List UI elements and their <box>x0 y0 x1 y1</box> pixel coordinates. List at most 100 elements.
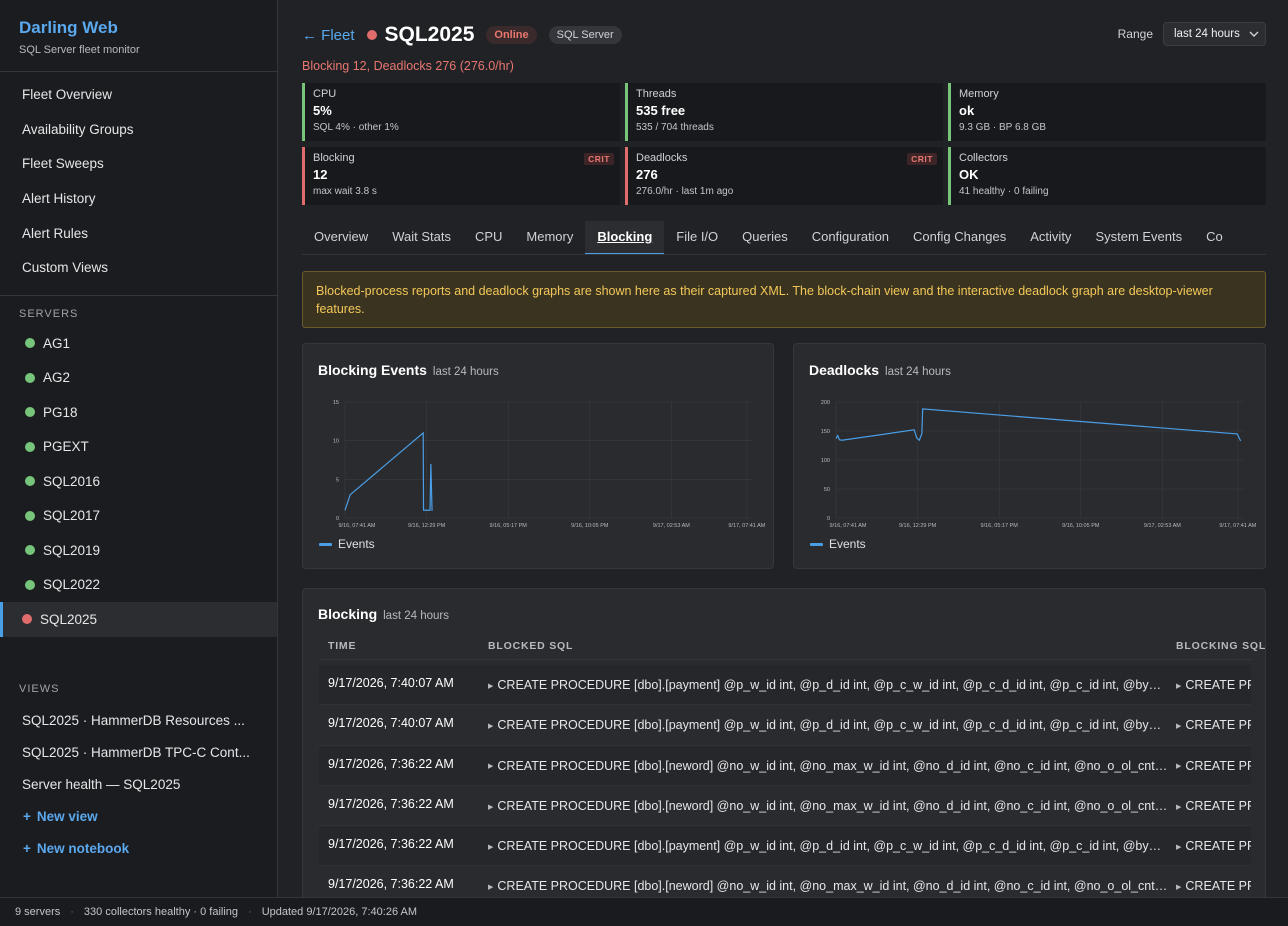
tab-co[interactable]: Co <box>1206 229 1223 244</box>
status-dot-icon <box>366 30 377 40</box>
table-row[interactable]: 9/17/2026, 7:40:07 AM ▶ CREATE PROCEDURE [… <box>319 665 1251 706</box>
tab-wait-stats[interactable]: Wait Stats <box>392 229 451 244</box>
metric-card-memory: Memory ok 9.3 GB · BP 6.8 GB <box>948 83 1266 141</box>
tab-configuration[interactable]: Configuration <box>811 229 890 244</box>
table-header: TIME BLOCKED SQL BLOCKING SQL <box>319 640 1265 660</box>
server-item-ag1[interactable]: AG1 <box>0 326 277 361</box>
servers-section-title: SERVERS <box>19 308 79 320</box>
metric-detail: 41 healthy · 0 failing <box>959 186 1049 197</box>
server-item-sql2017[interactable]: SQL2017 <box>0 499 277 534</box>
metric-detail: SQL 4% · other 1% <box>313 122 399 133</box>
x-tick-label: 9/17, 02:53 AM <box>1144 523 1181 529</box>
blocking-table-card: Blocking last 24 hours TIME BLOCKED SQL B… <box>302 588 1266 897</box>
info-banner: Blocked-process reports and deadlock gra… <box>302 271 1266 328</box>
cell-blocking-sql[interactable]: ▶ CREATE PR <box>1176 839 1251 853</box>
separator: · <box>70 906 74 918</box>
metric-card-blocking: Blocking 12 max wait 3.8 s CRIT <box>302 147 620 205</box>
column-header-blocked-sql[interactable]: BLOCKED SQL <box>488 640 574 652</box>
metric-card-collectors: Collectors OK 41 healthy · 0 failing <box>948 147 1266 205</box>
tab-overview[interactable]: Overview <box>314 229 369 244</box>
chart-range: last 24 hours <box>432 366 499 378</box>
server-name-label: PGEXT <box>43 439 89 455</box>
tab-memory[interactable]: Memory <box>526 229 574 244</box>
server-item-ag2[interactable]: AG2 <box>0 361 277 396</box>
tab-config-changes[interactable]: Config Changes <box>913 229 1007 244</box>
tab-queries[interactable]: Queries <box>742 229 788 244</box>
table-row[interactable]: 9/17/2026, 7:40:07 AM ▶ CREATE PROCEDURE [… <box>319 705 1251 746</box>
table-row[interactable]: 9/17/2026, 7:36:22 AM ▶ CREATE PROCEDURE [… <box>319 866 1251 897</box>
server-item-sql2025[interactable]: SQL2025 <box>0 602 277 637</box>
table-row[interactable]: 9/17/2026, 7:36:22 AM ▶ CREATE PROCEDURE [… <box>319 826 1251 867</box>
back-to-fleet-link[interactable]: ← Fleet <box>302 26 355 44</box>
cell-blocking-sql[interactable]: ▶ CREATE PR <box>1176 799 1251 813</box>
nav-custom-views[interactable]: Custom Views <box>22 260 109 276</box>
cell-blocking-sql[interactable]: ▶ CREATE PR <box>1176 718 1251 732</box>
cell-blocked-sql[interactable]: ▶ CREATE PROCEDURE [dbo].[neword] @no_w_i… <box>488 879 1168 893</box>
plus-icon: + <box>23 840 31 856</box>
cell-blocked-sql[interactable]: ▶ CREATE PROCEDURE [dbo].[neword] @no_w_i… <box>488 799 1168 813</box>
range-select[interactable]: last 24 hours <box>1163 22 1266 46</box>
cell-blocking-sql[interactable]: ▶ CREATE PR <box>1176 678 1251 692</box>
tab-blocking[interactable]: Blocking <box>585 221 665 254</box>
metric-label: Blocking <box>313 152 355 164</box>
metric-detail: 9.3 GB · BP 6.8 GB <box>959 122 1047 133</box>
tab-system-events[interactable]: System Events <box>1095 229 1183 244</box>
tab-file-i-o[interactable]: File I/O <box>676 229 719 244</box>
cell-blocked-sql[interactable]: ▶ CREATE PROCEDURE [dbo].[payment] @p_w_i… <box>488 839 1168 853</box>
tab-activity[interactable]: Activity <box>1030 229 1072 244</box>
x-tick-label: 9/17, 07:41 AM <box>728 523 765 529</box>
brand-title[interactable]: Darling Web <box>19 18 118 37</box>
metric-label: Deadlocks <box>636 152 688 164</box>
status-dot-icon <box>25 510 35 521</box>
new-notebook-link[interactable]: + New notebook <box>0 833 277 865</box>
deadlocks-chart: 0 50 100 150 200 9/16, 07:41 AM 9/16, 12:29 PM… <box>821 400 1256 529</box>
table-row[interactable]: 9/17/2026, 7:36:22 AM ▶ CREATE PROCEDURE [… <box>319 745 1251 786</box>
nav-alert-rules[interactable]: Alert Rules <box>22 225 89 241</box>
metric-value: OK <box>959 167 979 182</box>
nav-fleet-sweeps[interactable]: Fleet Sweeps <box>22 156 104 172</box>
nav-availability-groups[interactable]: Availability Groups <box>22 121 134 137</box>
range-value: last 24 hours <box>1174 28 1240 40</box>
range-label: Range <box>1117 27 1153 41</box>
server-name-label: SQL2022 <box>43 577 101 593</box>
new-view-link[interactable]: + New view <box>0 801 277 833</box>
chart-legend[interactable]: Events <box>810 537 866 551</box>
view-item[interactable]: SQL2025 · HammerDB Resources ... <box>22 712 245 728</box>
chart-title: Blocking Events last 24 hours <box>318 362 499 378</box>
server-item-sql2019[interactable]: SQL2019 <box>0 533 277 568</box>
last-updated: Updated 9/17/2026, 7:40:26 AM <box>261 906 418 918</box>
server-item-pg18[interactable]: PG18 <box>0 395 277 430</box>
y-tick-label: 15 <box>333 400 339 406</box>
cell-blocked-sql[interactable]: ▶ CREATE PROCEDURE [dbo].[payment] @p_w_i… <box>488 678 1168 692</box>
cell-blocked-sql[interactable]: ▶ CREATE PROCEDURE [dbo].[neword] @no_w_i… <box>488 759 1168 773</box>
triangle-right-icon: ▶ <box>1176 723 1182 730</box>
server-item-sql2022[interactable]: SQL2022 <box>0 568 277 603</box>
x-tick-label: 9/16, 05:17 PM <box>981 523 1019 529</box>
legend-swatch <box>319 542 332 546</box>
cell-blocking-sql[interactable]: ▶ CREATE PR <box>1176 759 1251 773</box>
cell-blocking-sql[interactable]: ▶ CREATE PR <box>1176 879 1251 893</box>
column-header-time[interactable]: TIME <box>328 640 357 652</box>
y-tick-label: 100 <box>821 458 830 464</box>
server-count: 9 servers <box>15 906 61 918</box>
server-name-label: PG18 <box>43 404 78 420</box>
engine-badge: SQL Server <box>548 26 622 44</box>
nav-alert-history[interactable]: Alert History <box>22 191 96 207</box>
cell-blocked-sql[interactable]: ▶ CREATE PROCEDURE [dbo].[payment] @p_w_i… <box>488 718 1168 732</box>
blocking-sql-text: CREATE PR <box>1185 879 1251 894</box>
server-item-sql2016[interactable]: SQL2016 <box>0 464 277 499</box>
nav-fleet-overview[interactable]: Fleet Overview <box>22 87 113 102</box>
view-item[interactable]: SQL2025 · HammerDB TPC-C Cont... <box>22 744 250 760</box>
x-tick-label: 9/16, 10:05 PM <box>571 523 609 529</box>
chart-legend[interactable]: Events <box>319 537 375 551</box>
alert-summary: Blocking 12, Deadlocks 276 (276.0/hr) <box>302 59 514 73</box>
blocking-sql-text: CREATE PR <box>1185 798 1251 813</box>
separator: · <box>248 906 252 918</box>
server-item-pgext[interactable]: PGEXT <box>0 430 277 465</box>
view-item[interactable]: Server health — SQL2025 <box>22 776 181 792</box>
column-header-blocking-sql[interactable]: BLOCKING SQL <box>1176 640 1266 652</box>
metric-value: 535 free <box>636 103 686 118</box>
tab-cpu[interactable]: CPU <box>474 229 503 244</box>
table-row[interactable]: 9/17/2026, 7:36:22 AM ▶ CREATE PROCEDURE [… <box>319 786 1251 827</box>
metric-label: Threads <box>636 88 677 100</box>
